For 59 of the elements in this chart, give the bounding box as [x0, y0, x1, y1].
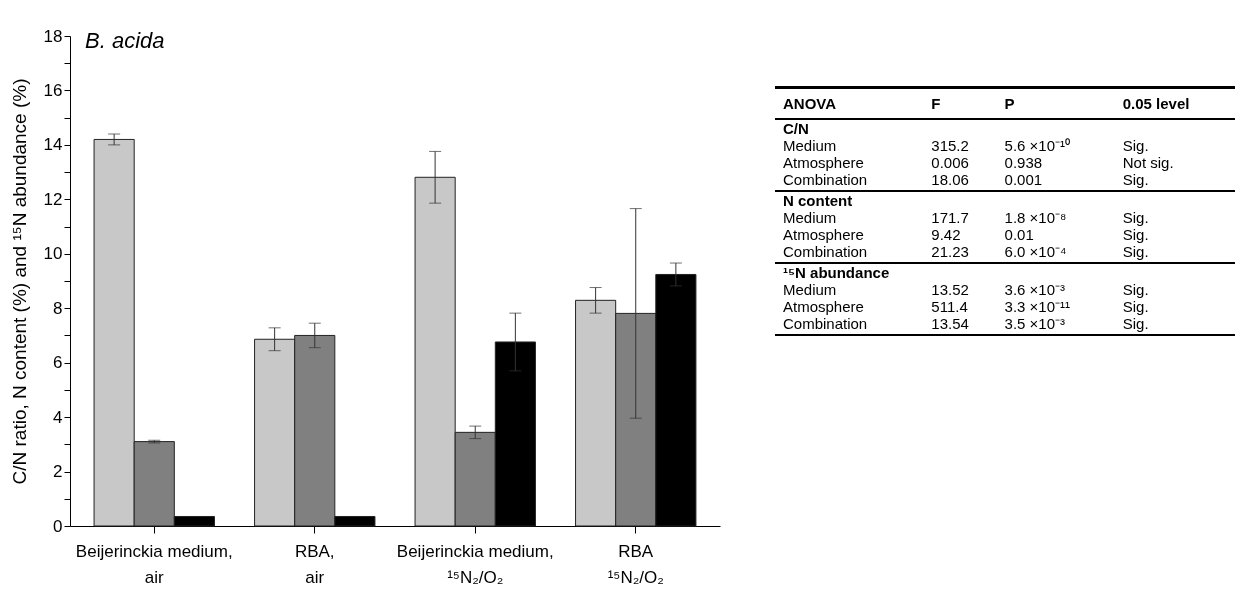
- text: Medium: [782, 137, 838, 154]
- text: 0.001: [1003, 171, 1044, 190]
- y-tick-label: 16: [43, 80, 63, 100]
- text: Combination: [782, 171, 869, 190]
- text: 13.52: [930, 281, 970, 298]
- text: Sig.: [1121, 243, 1150, 262]
- x-tick-label: RBA, air: [294, 541, 335, 587]
- text: Combination: [782, 243, 869, 262]
- text: Medium: [782, 281, 838, 298]
- text: 21.23: [930, 243, 970, 262]
- text: 6.0 ×10⁻⁴: [1003, 243, 1068, 262]
- y-tick-label: 14: [43, 135, 63, 155]
- text: ¹⁵N abundance: [775, 263, 1235, 281]
- y-axis-title: C/N ratio, N content (%) and ¹⁵N abundance (%): [8, 78, 30, 485]
- text: Not sig.: [1121, 154, 1175, 171]
- text: 9.42: [930, 226, 962, 243]
- text: 18.06: [930, 171, 970, 190]
- text: Atmosphere: [782, 298, 865, 315]
- x-tick-label: Beijerinckia medium, ¹⁵N₂/O₂: [396, 541, 554, 587]
- text: Sig.: [1121, 209, 1150, 226]
- text: 1.8 ×10⁻⁸: [1003, 209, 1068, 226]
- text: N content: [775, 191, 1235, 209]
- text: 3.5 ×10⁻³: [1003, 315, 1067, 334]
- text: Combination: [782, 315, 869, 334]
- y-tick-label: 10: [43, 244, 63, 264]
- text: Sig.: [1121, 226, 1150, 243]
- text: 171.7: [930, 209, 970, 226]
- text: 0.01: [1003, 226, 1035, 243]
- text: 13.54: [930, 315, 970, 334]
- text: P: [1003, 94, 1016, 114]
- text: 0.006: [930, 154, 970, 171]
- text: Atmosphere: [782, 226, 865, 243]
- chart-title: B. acida: [85, 28, 165, 53]
- text: 315.2: [930, 137, 970, 154]
- text: 0.938: [1003, 154, 1044, 171]
- y-tick-label: 8: [53, 298, 63, 318]
- text: Sig.: [1121, 171, 1150, 190]
- text: 3.3 ×10⁻¹¹: [1003, 298, 1072, 315]
- y-tick-label: 2: [53, 462, 63, 482]
- text: Sig.: [1121, 281, 1150, 298]
- x-tick-label: Beijerinckia medium, air: [75, 541, 233, 587]
- text: 5.6 ×10⁻¹⁰: [1003, 137, 1072, 154]
- text: F: [930, 94, 942, 114]
- text: Medium: [782, 209, 838, 226]
- text: 3.6 ×10⁻³: [1003, 281, 1067, 298]
- text: Sig.: [1121, 298, 1150, 315]
- text: 0.05 level: [1121, 94, 1191, 114]
- text: Atmosphere: [782, 154, 865, 171]
- text: Sig.: [1121, 137, 1150, 154]
- y-tick-label: 4: [53, 407, 63, 427]
- text: 511.4: [930, 298, 969, 315]
- y-tick-label: 0: [53, 516, 63, 536]
- y-tick-label: 18: [43, 26, 63, 46]
- y-tick-label: 12: [43, 189, 63, 209]
- x-tick-label: RBA ¹⁵N₂/O₂: [607, 541, 664, 587]
- text: C/N: [782, 119, 810, 137]
- y-tick-label: 6: [53, 353, 63, 373]
- text: ANOVA: [782, 94, 838, 114]
- text: Sig.: [1121, 315, 1150, 334]
